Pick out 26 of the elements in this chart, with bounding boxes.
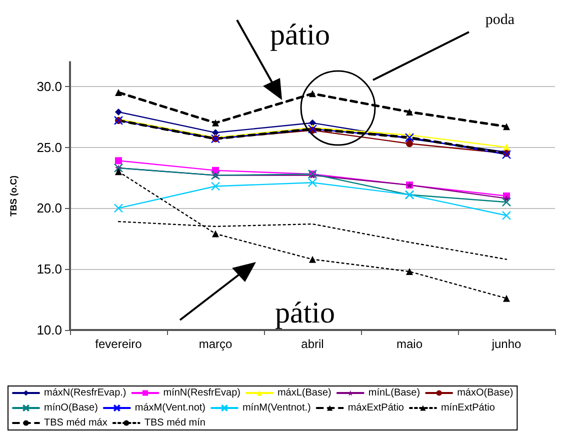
y-tick-label: 10.0 <box>36 322 62 338</box>
legend-label: máxM(Vent.not) <box>134 402 206 414</box>
legend-label: máxO(Base) <box>457 388 514 398</box>
annotation: pátio <box>275 296 335 330</box>
legend-label: máxL(Base) <box>277 388 332 398</box>
legend-label: mínExtPátio <box>440 402 496 414</box>
legend-label: mínO(Base) <box>44 402 98 414</box>
legend-label: máxExtPátio <box>348 402 404 414</box>
legend-label: mínN(ResfrEvap) <box>163 388 240 398</box>
legend-label: mínL(Base) <box>368 388 420 398</box>
y-tick-label: 20.0 <box>36 200 62 216</box>
legend-label: mínM(Ventnot.) <box>242 402 311 414</box>
text: poda <box>485 12 515 28</box>
y-tick-label: 15.0 <box>36 262 62 277</box>
x-tick-label: maio <box>396 337 423 351</box>
text: pátio <box>270 18 330 52</box>
x-tick-label: fevereiro <box>95 337 142 351</box>
x-tick-label: junho <box>490 337 522 351</box>
y-tick-label: 30.0 <box>36 78 62 94</box>
legend-label: TBS méd máx <box>44 418 108 428</box>
y-tick-label: 25.0 <box>36 140 62 155</box>
x-tick-label: março <box>198 337 232 351</box>
x-tick-label: abril <box>301 337 324 351</box>
y-axis-title: TBS (o.C) <box>8 176 18 216</box>
legend-label: máxN(ResfrEvap.) <box>44 388 126 398</box>
legend-label: TBS méd mín <box>144 418 206 428</box>
